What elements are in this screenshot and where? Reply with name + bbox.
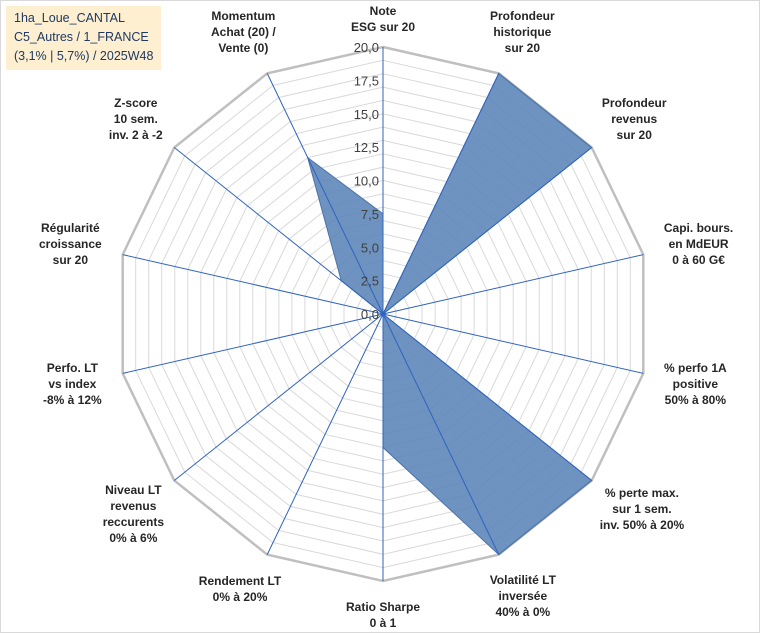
- axis-label: Note ESG sur 20: [351, 3, 415, 35]
- tick-label: 7,5: [361, 207, 379, 222]
- axis-label-line: Vente (0): [218, 41, 269, 55]
- axis-label-line: Niveau LT: [105, 483, 162, 498]
- axis-label: Perfo. LT vs index -8% à 12%: [43, 360, 102, 408]
- axis-label-line: en MdEUR: [668, 237, 729, 252]
- axis-label-line: positive: [672, 376, 719, 391]
- axis-label-line: inv. 50% à 20%: [599, 518, 685, 533]
- axis-label-line: Z-score: [114, 95, 158, 110]
- tick-label: 5,0: [361, 240, 379, 255]
- axis-label-line: vs index: [48, 376, 97, 391]
- axis-label-line: 50% à 80%: [664, 392, 727, 407]
- title-line-2: C5_Autres / 1_FRANCE: [14, 30, 149, 44]
- spoke: [382, 313, 593, 481]
- axis-label: % perte max. sur 1 sem. inv. 50% à 20%: [600, 485, 685, 533]
- series-area: [306, 72, 593, 556]
- axis-label-line: ESG sur 20: [351, 20, 416, 34]
- tick-label: 17,5: [354, 73, 379, 88]
- spoke: [266, 313, 384, 555]
- title-line-3: (3,1% | 5,7%) / 2025W48: [14, 49, 154, 63]
- spoke: [382, 254, 644, 315]
- axis-label-line: Achat (20) /: [211, 25, 276, 39]
- spoke: [122, 254, 384, 315]
- tick-label: 2,5: [361, 274, 379, 289]
- axis-label: Z-score 10 sem. inv. 2 à -2: [109, 95, 163, 143]
- axis-label: Profondeur revenus sur 20: [602, 95, 667, 143]
- axis-label: Régularité croissance sur 20: [39, 220, 102, 268]
- spoke: [122, 313, 384, 374]
- axis-label-line: Momentum: [211, 9, 276, 23]
- axis-label: Momentum Achat (20) / Vente (0): [211, 8, 276, 56]
- chart-title: 1ha_Loue_CANTAL C5_Autres / 1_FRANCE (3,…: [6, 6, 162, 70]
- spoke: [382, 147, 593, 315]
- spoke: [382, 73, 500, 315]
- spoke: [266, 73, 384, 315]
- title-line-1: 1ha_Loue_CANTAL: [14, 11, 125, 25]
- axis-label-line: Profondeur: [601, 95, 667, 110]
- axis-label-line: sur 20: [504, 41, 541, 55]
- axis-label: Rendement LT 0% à 20%: [199, 573, 281, 605]
- tick-label: 15,0: [354, 107, 379, 122]
- axis-label-line: inv. 2 à -2: [108, 127, 163, 142]
- axis-label-line: 0 à 60 G€: [672, 253, 725, 268]
- axis-label-line: 0% à 6%: [109, 531, 158, 546]
- radial-tick-labels: 0,0 2,5 5,0 7,5 10,0 12,5 15,0 17,5 20,0: [354, 40, 379, 322]
- axis-label-line: Profondeur: [490, 9, 555, 23]
- axis-label: Ratio Sharpe 0 à 1: [346, 599, 420, 631]
- axis-label-line: sur 20: [52, 253, 89, 268]
- axis-label-line: inversée: [498, 589, 548, 603]
- axis-label-line: 0 à 1: [369, 616, 397, 630]
- axis-label-line: sur 20: [616, 127, 652, 142]
- axis-label-line: % perfo 1A: [664, 360, 727, 375]
- axis-label-line: revenus: [110, 499, 157, 514]
- axis-label-line: Rendement LT: [198, 573, 282, 588]
- axis-label-line: Note: [369, 4, 397, 18]
- axis-label-line: 10 sem.: [113, 111, 158, 126]
- tick-label: 12,5: [354, 140, 379, 155]
- axis-label-line: % perte max.: [604, 486, 679, 501]
- axis-label: Volatilité LT inversée 40% à 0%: [490, 572, 556, 620]
- axis-label-line: -8% à 12%: [43, 392, 102, 407]
- axis-label-line: Capi. bours.: [663, 221, 734, 236]
- axis-label-line: reccurents: [102, 515, 165, 530]
- spoke: [173, 147, 384, 315]
- axis-label-line: croissance: [39, 237, 102, 252]
- axis-label-line: revenus: [611, 111, 658, 126]
- tick-label: 0,0: [361, 307, 379, 322]
- axis-label: Profondeur historique sur 20: [490, 8, 555, 56]
- axis-label-line: Ratio Sharpe: [346, 600, 421, 614]
- axis-label: Capi. bours. en MdEUR 0 à 60 G€: [664, 220, 733, 268]
- spoke: [173, 313, 384, 481]
- tick-label: 20,0: [354, 40, 379, 55]
- axis-label-line: 40% à 0%: [495, 605, 551, 619]
- axis-label-line: Régularité: [41, 221, 100, 236]
- axis-label-line: sur 1 sem.: [612, 502, 672, 517]
- series-layer: [306, 72, 593, 556]
- tick-label: 10,0: [354, 174, 379, 189]
- axis-label: % perfo 1A positive 50% à 80%: [664, 360, 727, 408]
- radar-spokes: [122, 47, 644, 581]
- axis-label-line: Perfo. LT: [46, 360, 98, 375]
- axis-label-line: Volatilité LT: [489, 573, 556, 587]
- axis-label-line: 0% à 20%: [212, 589, 268, 604]
- spoke: [382, 313, 644, 374]
- spoke: [382, 313, 500, 555]
- axis-label: Niveau LT revenus reccurents 0% à 6%: [103, 482, 164, 546]
- axis-label-line: historique: [493, 25, 552, 39]
